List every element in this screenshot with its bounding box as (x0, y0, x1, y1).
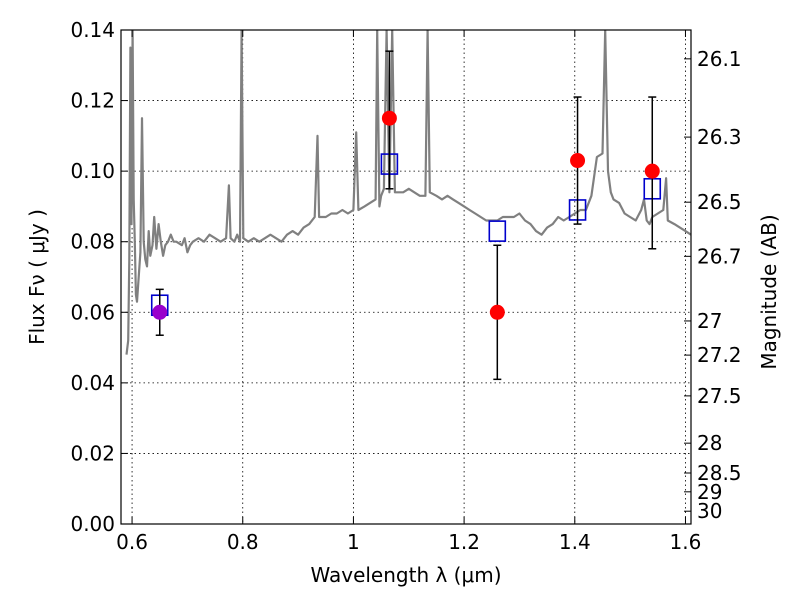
tick-labels: 0.6 0.8 1 1.2 1.4 1.6 0.00 0.02 0.04 0.06 0.08 0.10… (70, 18, 741, 554)
x-tick-label: 1.6 (670, 530, 702, 554)
model-point (488, 220, 507, 242)
observed-point (152, 304, 168, 320)
y-tick-label: 0.02 (70, 441, 115, 465)
right-tick-label: 28 (697, 431, 722, 455)
x-tick-label: 1.2 (448, 530, 480, 554)
plot-area (125, 30, 691, 381)
x-tick-label: 0.8 (227, 530, 259, 554)
observed-point (381, 110, 397, 126)
x-axis-title: Wavelength λ (μm) (310, 563, 501, 587)
right-tick-label: 27.5 (697, 384, 742, 408)
y-tick-label: 0.12 (70, 89, 115, 113)
spectrum-line (125, 30, 691, 355)
y-tick-label: 0.00 (70, 512, 115, 536)
right-tick-label: 29 (697, 480, 722, 504)
observed-point (489, 304, 505, 320)
y-axis-title: Flux Fν ( μJy ) (25, 209, 49, 345)
right-tick-label: 28.5 (697, 461, 742, 485)
right-tick-label: 27.2 (697, 343, 742, 367)
observed-point (644, 163, 660, 179)
x-tick-label: 0.6 (116, 530, 148, 554)
tick-marks (121, 29, 691, 525)
observed-point (570, 153, 586, 169)
y-tick-label: 0.06 (70, 300, 115, 324)
right-tick-label: 30 (697, 499, 722, 523)
grid-lines (121, 29, 691, 525)
y-tick-label: 0.10 (70, 159, 115, 183)
right-tick-label: 26.1 (697, 47, 742, 71)
right-tick-label: 26.7 (697, 244, 742, 268)
axes-frame (120, 29, 692, 525)
x-tick-label: 1.4 (559, 530, 591, 554)
y-tick-label: 0.14 (70, 18, 115, 42)
right-axis-title: Magnitude (AB) (757, 214, 781, 369)
y-tick-label: 0.08 (70, 230, 115, 254)
right-tick-label: 26.3 (697, 125, 742, 149)
x-tick-label: 1 (347, 530, 360, 554)
y-tick-label: 0.04 (70, 371, 115, 395)
right-tick-label: 26.5 (697, 190, 742, 214)
right-tick-label: 27 (697, 309, 722, 333)
